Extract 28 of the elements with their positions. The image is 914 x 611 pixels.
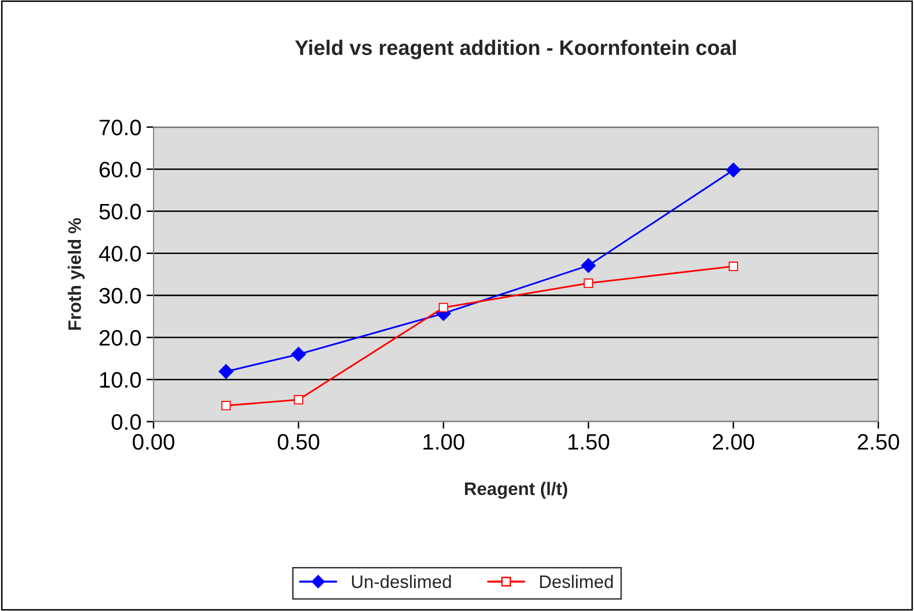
point bbox=[438, 302, 448, 312]
y-tick-label: 50.0 bbox=[99, 204, 141, 220]
x-tick-label: 2.50 bbox=[858, 434, 900, 450]
y-axis-title: Froth yield % bbox=[68, 218, 85, 330]
point bbox=[726, 162, 741, 178]
point bbox=[218, 364, 234, 379]
point bbox=[221, 400, 231, 410]
x-axis-title: Reagent (l/t) bbox=[465, 482, 568, 499]
legend-label: Deslimed bbox=[540, 574, 613, 588]
point bbox=[291, 346, 306, 362]
x-tick-label: 0.50 bbox=[278, 434, 320, 450]
chart-title: Yield vs reagent addition - Koornfontein coal bbox=[295, 40, 736, 60]
x-tick-label: 1.00 bbox=[424, 434, 464, 450]
x-tick-label: 1.50 bbox=[568, 434, 610, 450]
point bbox=[294, 395, 304, 404]
legend-label: Un-deslimed bbox=[352, 574, 451, 588]
point bbox=[728, 262, 738, 272]
y-tick-label: 60.0 bbox=[100, 162, 141, 178]
y-tick-label: 70.0 bbox=[100, 120, 141, 136]
y-tick-label: 40.0 bbox=[99, 246, 141, 262]
y-tick-label: 30.0 bbox=[99, 288, 141, 304]
y-tick-label: 10.0 bbox=[100, 372, 141, 388]
y-tick-label: 20.0 bbox=[100, 330, 141, 346]
point bbox=[581, 258, 596, 273]
x-tick-label: 2.00 bbox=[712, 434, 754, 450]
x-tick-label: 0.00 bbox=[132, 434, 174, 450]
y-tick-label: 0.0 bbox=[112, 414, 141, 430]
point bbox=[584, 278, 594, 288]
